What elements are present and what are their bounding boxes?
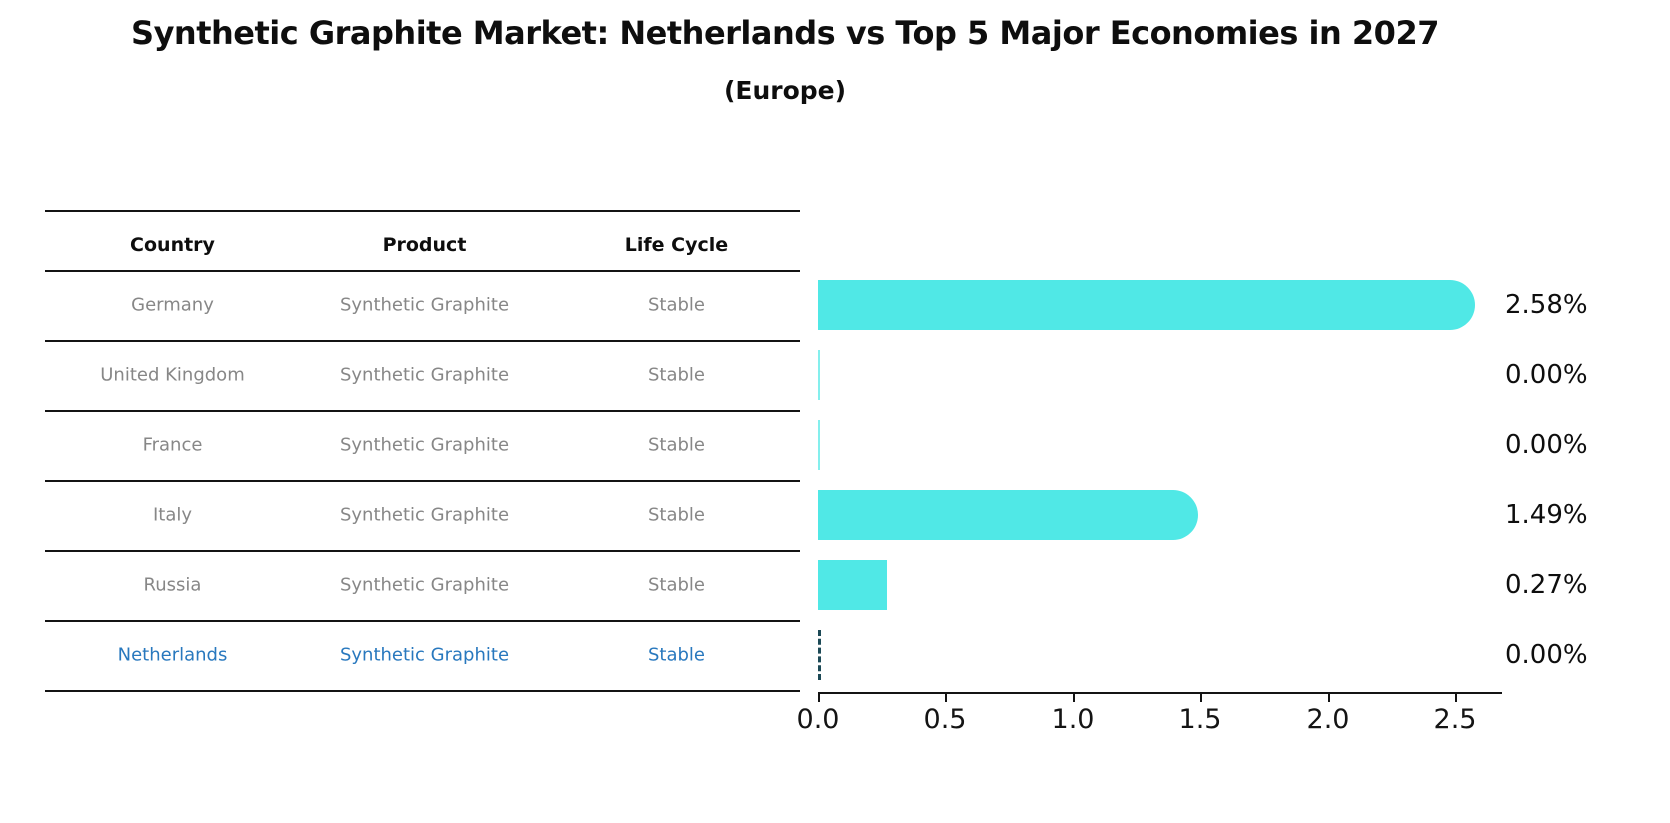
table-row-divider [45,620,800,622]
table-row-divider [45,550,800,552]
value-label: 0.00% [1505,430,1588,460]
chart-title: Synthetic Graphite Market: Netherlands v… [131,14,1439,52]
x-axis-tick-label: 0.5 [923,704,967,735]
country-cell: United Kingdom [100,364,245,386]
value-label: 0.00% [1505,640,1588,670]
table-row: France Synthetic Graphite Stable [0,410,820,480]
product-cell: Synthetic Graphite [339,294,510,316]
life-cycle-cell: Stable [647,364,705,386]
country-cell: Germany [131,294,214,316]
life-cycle-cell: Stable [647,574,705,596]
x-axis-line [818,692,1502,694]
value-label: 0.00% [1505,360,1588,390]
product-cell: Synthetic Graphite [339,574,510,596]
life-cycle-cell: Stable [647,294,705,316]
bar-russia [818,560,887,610]
life-cycle-cell: Stable [647,644,705,666]
country-cell: Italy [152,504,193,526]
country-cell: Netherlands [117,644,228,666]
table-top-border [45,210,800,212]
value-label: 0.27% [1505,570,1588,600]
product-cell: Synthetic Graphite [339,644,510,666]
country-cell: France [142,434,203,456]
table-row-highlighted: Netherlands Synthetic Graphite Stable [0,620,820,690]
x-axis-tick [1073,692,1075,702]
table-row: Russia Synthetic Graphite Stable [0,550,820,620]
x-axis-tick-label: 1.5 [1178,704,1222,735]
table-header-row: Country Product Life Cycle [0,210,820,280]
x-axis-tick [1200,692,1202,702]
x-axis-tick-label: 1.0 [1051,704,1095,735]
column-header-life-cycle: Life Cycle [624,234,729,256]
country-cell: Russia [143,574,202,596]
x-axis-tick-label: 2.0 [1306,704,1350,735]
product-cell: Synthetic Graphite [339,504,510,526]
product-cell: Synthetic Graphite [339,364,510,386]
table-row: United Kingdom Synthetic Graphite Stable [0,340,820,410]
bar-germany [818,280,1475,330]
table-row: Italy Synthetic Graphite Stable [0,480,820,550]
bar-netherlands-dashed [818,630,821,680]
table-row-divider [45,410,800,412]
x-axis-tick [818,692,820,702]
table-header-divider [45,270,800,272]
life-cycle-cell: Stable [647,504,705,526]
life-cycle-cell: Stable [647,434,705,456]
table-row-divider [45,480,800,482]
bar-united-kingdom [818,350,820,400]
bar-france [818,420,820,470]
x-axis-tick-label: 2.5 [1433,704,1477,735]
x-axis-tick [1455,692,1457,702]
value-label: 2.58% [1505,290,1588,320]
table-row-divider [45,340,800,342]
column-header-country: Country [130,234,215,256]
x-axis-tick [1328,692,1330,702]
chart-subtitle: (Europe) [723,76,847,105]
bar-italy [818,490,1198,540]
value-label: 1.49% [1505,500,1588,530]
product-cell: Synthetic Graphite [339,434,510,456]
table-row: Germany Synthetic Graphite Stable [0,270,820,340]
table-bottom-border [45,690,800,692]
x-axis-tick-label: 0.0 [796,704,840,735]
column-header-product: Product [382,234,467,256]
x-axis-tick [945,692,947,702]
